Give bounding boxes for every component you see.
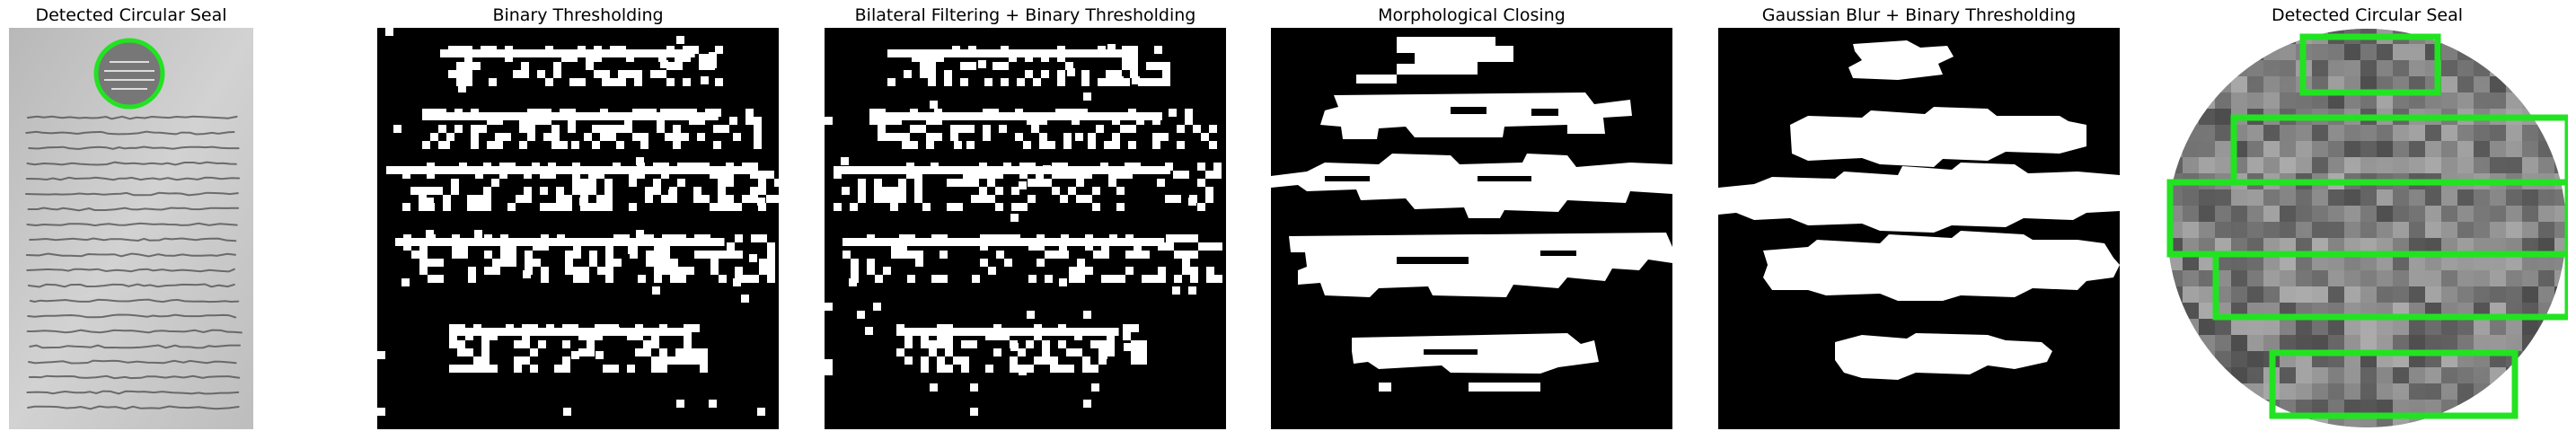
detection-box [2299, 33, 2441, 96]
seal-detection-circle [93, 38, 165, 110]
panel-title: Detected Circular Seal [2271, 5, 2464, 25]
panel-title: Morphological Closing [1378, 5, 1566, 25]
bilateral-threshold-image [825, 28, 1226, 429]
document-image [9, 28, 253, 429]
blurred-text-bands [1718, 40, 2120, 380]
panel-title: Detected Circular Seal [35, 5, 227, 25]
binary-threshold-image [377, 28, 779, 429]
closed-text-bands [1271, 37, 1672, 392]
panel-title: Binary Thresholding [492, 5, 664, 25]
binary-glyph-canvas [377, 28, 779, 416]
panel-title: Bilateral Filtering + Binary Thresholdin… [854, 5, 1196, 25]
seal-zoom-image [2166, 28, 2568, 429]
morphological-closing-image [1271, 28, 1672, 429]
handwriting-lines [24, 115, 243, 410]
text-detection-boxes [2166, 33, 2568, 419]
detection-box [2269, 349, 2519, 419]
panel-title: Gaussian Blur + Binary Thresholding [1761, 5, 2077, 25]
binary-glyph-canvas [825, 44, 1222, 416]
gaussian-threshold-image [1718, 28, 2120, 429]
detection-box [2212, 251, 2568, 321]
